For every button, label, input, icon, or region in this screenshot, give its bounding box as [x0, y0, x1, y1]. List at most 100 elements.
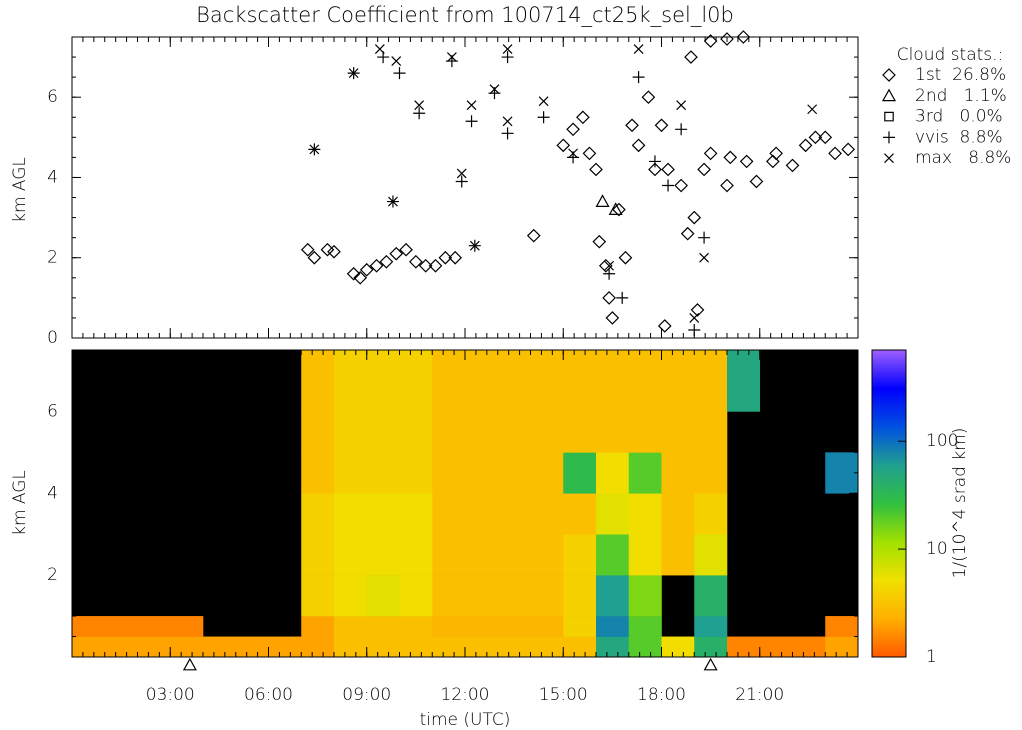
heat-cell	[366, 575, 400, 617]
point	[589, 162, 603, 177]
heat-cell	[465, 575, 499, 617]
heat-cell	[465, 616, 499, 637]
point	[798, 138, 813, 153]
heat-cell	[399, 493, 433, 535]
point	[320, 242, 335, 257]
heat-cell	[563, 636, 597, 658]
point	[676, 100, 687, 111]
heat-cell	[628, 534, 662, 576]
heat-cell	[497, 493, 531, 535]
point	[807, 104, 818, 115]
heat-cell	[399, 616, 433, 637]
point	[393, 67, 406, 80]
heat-cell	[563, 534, 597, 576]
x-axis-label: time (UTC)	[420, 710, 511, 730]
heat-cell	[334, 411, 368, 453]
point	[359, 262, 374, 277]
heat-cell	[465, 534, 499, 576]
point	[389, 246, 404, 261]
heat-cell	[596, 616, 630, 637]
heat-cell	[104, 616, 138, 637]
heat-cell	[628, 452, 662, 494]
point	[379, 254, 394, 269]
point	[582, 146, 597, 161]
legend-label: vvis 8.8%	[915, 127, 1003, 147]
heat-cell	[694, 493, 728, 535]
heat-cell	[301, 452, 335, 494]
heat-cell	[596, 534, 630, 576]
colorbar-label: 1/(10^4 srad km)	[950, 428, 970, 579]
point	[538, 96, 549, 107]
heat-cell	[628, 493, 662, 535]
heat-cell	[366, 534, 400, 576]
point	[688, 323, 701, 336]
heat-cell	[497, 616, 531, 637]
heat-cell	[628, 575, 662, 617]
heat-cell	[825, 616, 859, 637]
point	[648, 162, 662, 177]
heat-cell	[137, 616, 171, 637]
heat-cell	[366, 636, 400, 658]
heat-cell	[465, 452, 499, 494]
point	[592, 234, 607, 249]
colorbar-tick-label: 1	[926, 647, 937, 667]
heat-cell	[366, 493, 400, 535]
heat-cell	[563, 452, 597, 494]
colorbar	[872, 350, 906, 657]
heat-cell	[530, 411, 564, 453]
y-tick-label: 2	[47, 565, 58, 585]
point	[739, 154, 754, 169]
point	[353, 270, 368, 285]
legend-label: max 8.8%	[915, 148, 1011, 168]
point	[616, 291, 629, 304]
legend-symbol	[881, 88, 897, 102]
heat-cell	[432, 636, 466, 658]
heat-cell	[399, 534, 433, 576]
point	[456, 168, 467, 179]
point	[556, 138, 571, 153]
point	[566, 122, 580, 137]
point	[703, 146, 718, 161]
heat-cell	[563, 616, 597, 637]
heat-cell	[530, 575, 564, 617]
heat-cell	[530, 616, 564, 637]
point	[605, 311, 620, 325]
point	[465, 115, 478, 128]
heat-cell	[432, 350, 466, 412]
legend-title: Cloud stats.:	[897, 45, 1004, 65]
heat-cell	[399, 636, 433, 658]
heat-cell	[694, 452, 728, 494]
point	[455, 175, 468, 188]
heat-cell	[497, 575, 531, 617]
point	[662, 179, 675, 192]
point	[690, 303, 705, 317]
heat-cell	[301, 575, 335, 617]
heat-cell	[661, 534, 695, 576]
heat-cell	[628, 616, 662, 637]
point	[391, 56, 402, 67]
heat-cell	[170, 616, 204, 637]
x-tick-label: 09:00	[342, 685, 391, 705]
point	[699, 252, 709, 263]
heat-cell	[497, 350, 531, 412]
point	[631, 138, 646, 153]
colorbar-tick-label: 10	[926, 539, 948, 559]
point	[749, 174, 764, 189]
point	[680, 226, 695, 241]
heat-cell	[334, 534, 368, 576]
legend-label: 3rd 0.0%	[915, 107, 1003, 127]
heat-cell	[497, 411, 531, 453]
y-tick-label: 6	[47, 87, 58, 107]
heat-cell	[334, 493, 368, 535]
point	[501, 127, 514, 140]
heat-cell	[432, 534, 466, 576]
point	[414, 100, 425, 111]
x-tick-label: 15:00	[539, 685, 588, 705]
point	[675, 123, 688, 136]
y-tick-label: 6	[47, 401, 58, 421]
heat-cell	[661, 452, 695, 494]
x-tick-label: 06:00	[244, 685, 293, 705]
point	[698, 231, 711, 244]
point	[307, 250, 322, 265]
heat-cell	[432, 575, 466, 617]
